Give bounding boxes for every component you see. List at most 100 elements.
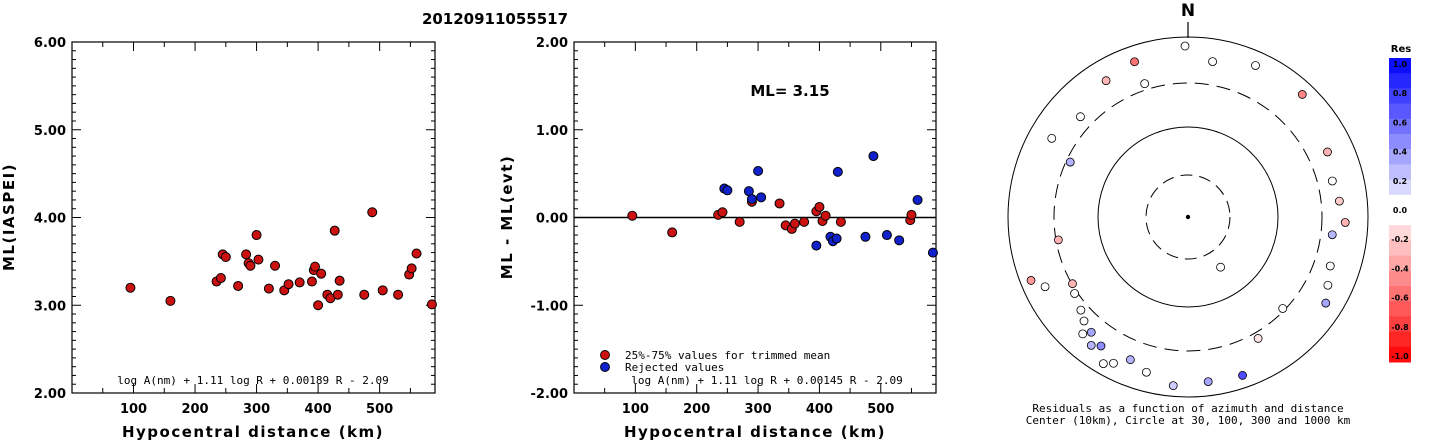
colorbar-cell — [1389, 118, 1411, 135]
used-point — [774, 198, 785, 209]
rejected-point — [722, 185, 733, 196]
data-point — [332, 289, 343, 300]
colorbar-cells — [1389, 58, 1411, 363]
station-point — [1109, 358, 1118, 368]
station-point — [1076, 112, 1085, 122]
colorbar-tick-label: -0.4 — [1391, 264, 1409, 273]
station-point — [1070, 289, 1079, 298]
legend-marker-rejected — [600, 362, 610, 372]
colorbar-tick-label: 0.2 — [1393, 177, 1407, 186]
used-point — [799, 216, 810, 227]
rejected-point — [811, 240, 822, 251]
station-point — [1101, 76, 1111, 86]
x-tick-label: 300 — [744, 402, 771, 417]
station-point — [1323, 147, 1332, 157]
colorbar-cell — [1389, 286, 1411, 302]
ring-100km — [1097, 126, 1279, 308]
station-point — [1096, 341, 1106, 351]
colorbar-cell — [1389, 88, 1411, 105]
data-point — [215, 273, 226, 284]
data-point — [253, 254, 264, 265]
y-tick-label: 3.00 — [34, 299, 66, 314]
x-tick-labels: 100 200 300 400 500 — [622, 402, 895, 417]
data-points — [125, 207, 437, 311]
used-point — [906, 209, 917, 220]
station-point — [1278, 304, 1288, 313]
data-point — [411, 248, 422, 259]
data-point — [367, 207, 378, 218]
station-point — [1253, 334, 1263, 343]
data-point — [426, 299, 437, 310]
station-point — [1086, 327, 1096, 337]
colorbar-cell — [1389, 225, 1411, 241]
colorbar-cell — [1389, 240, 1411, 257]
y-axis-label: ML - ML(evt) — [498, 155, 516, 279]
rejected-point — [881, 230, 892, 241]
station-point — [1065, 157, 1075, 167]
ml-annotation: ML= 3.15 — [750, 82, 829, 100]
station-point — [1140, 79, 1150, 89]
colorbar-tick-label: 0.6 — [1393, 118, 1408, 127]
station-point — [1026, 276, 1036, 285]
used-point — [734, 216, 745, 227]
station-point — [1208, 57, 1218, 67]
north-label: N — [1181, 1, 1195, 21]
center-dot — [1185, 214, 1191, 220]
data-point — [334, 275, 345, 286]
x-tick-label: 400 — [305, 402, 332, 417]
station-point — [1053, 235, 1063, 245]
ring-300km — [1053, 82, 1323, 352]
data-point — [125, 282, 136, 293]
x-axis-label: Hypocentral distance (km) — [122, 423, 384, 441]
station-points — [1026, 41, 1350, 391]
x-tick-label: 400 — [806, 402, 833, 417]
data-point — [393, 289, 404, 300]
station-point — [1086, 340, 1096, 350]
colorbar-cell — [1389, 301, 1411, 317]
data-point — [220, 251, 231, 262]
data-point — [245, 260, 256, 271]
station-point — [1068, 279, 1077, 289]
x-tick-label: 300 — [243, 402, 270, 417]
data-point — [233, 280, 244, 291]
ring-1000km — [1007, 36, 1369, 398]
station-point — [1327, 230, 1337, 240]
colorbar-cell — [1389, 210, 1411, 226]
used-point — [667, 227, 678, 238]
legend-label-rejected: Rejected values — [625, 361, 724, 374]
data-point — [310, 261, 321, 272]
data-point — [406, 263, 417, 274]
colorbar-tick-label: 0.8 — [1393, 89, 1408, 98]
data-point — [306, 276, 317, 287]
data-point — [283, 279, 294, 290]
data-point — [359, 289, 370, 300]
data-point — [263, 283, 274, 294]
station-point — [1327, 176, 1337, 186]
rejected-point — [756, 192, 767, 203]
station-point — [1130, 57, 1139, 67]
ml-vs-distance-panel: 2.00 3.00 4.00 5.00 6.00 100 200 300 400 500 log… — [0, 36, 437, 441]
data-point — [270, 260, 281, 271]
colorbar-cell — [1389, 149, 1411, 165]
rejected-point — [832, 166, 843, 177]
azimuth-residual-panel: N Residuals as a function of azimuth and… — [1007, 1, 1369, 427]
y-tick-labels: -2.00 -1.00 0.00 1.00 2.00 — [531, 36, 568, 402]
colorbar-labels: 1.0 0.8 0.6 0.4 0.2 0.0 -0.2 -0.4 -0.6 -0.8 -1.0 — [1391, 60, 1409, 361]
data-point — [241, 249, 252, 260]
data-points — [627, 151, 938, 258]
used-point — [717, 207, 728, 218]
colorbar-cell — [1389, 58, 1411, 74]
data-point — [165, 295, 176, 306]
formula-label: log A(nm) + 1.11 log R + 0.00145 R - 2.0… — [631, 374, 903, 387]
rejected-point — [831, 233, 842, 244]
colorbar-cell — [1389, 103, 1411, 120]
colorbar-tick-label: -0.2 — [1391, 235, 1409, 244]
data-point — [251, 230, 262, 241]
figure-title: 20120911055517 — [422, 10, 568, 28]
station-point — [1340, 218, 1350, 227]
colorbar-cell — [1389, 255, 1411, 272]
station-point — [1125, 355, 1135, 365]
station-point — [1047, 133, 1057, 143]
plot-frame — [71, 41, 436, 394]
caption-line-2: Center (10km), Circle at 30, 100, 300 an… — [1026, 414, 1351, 427]
